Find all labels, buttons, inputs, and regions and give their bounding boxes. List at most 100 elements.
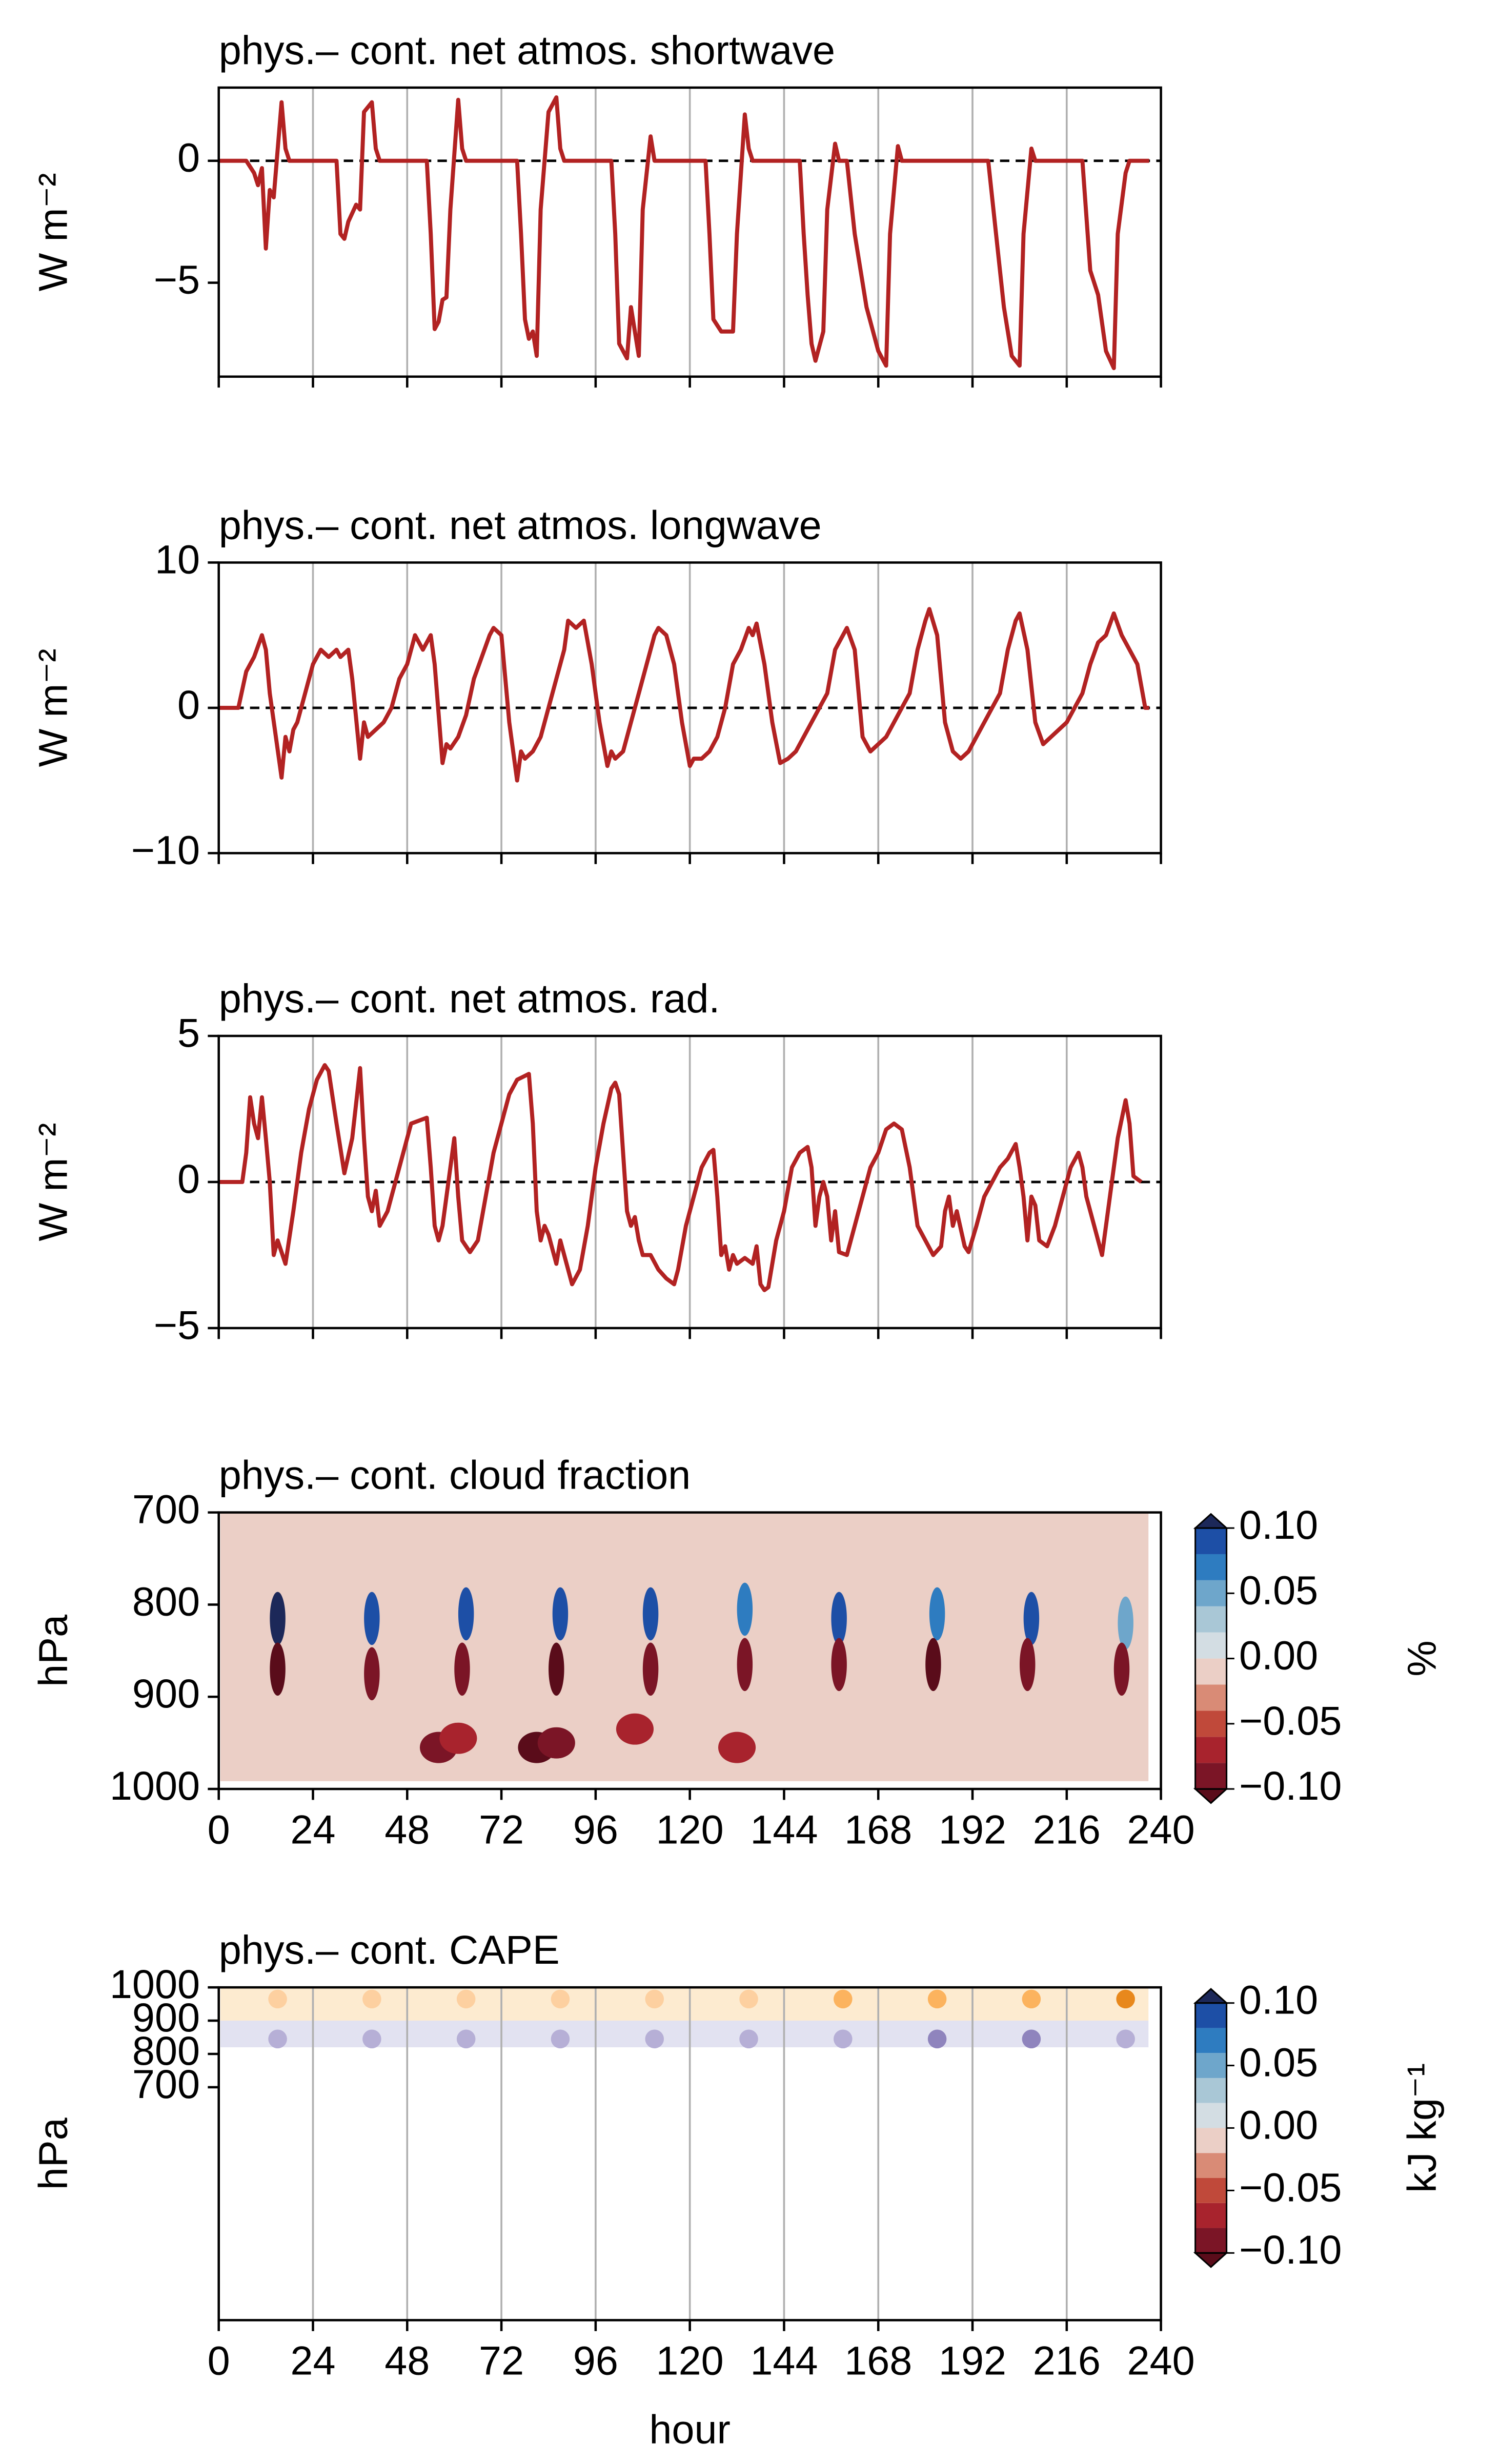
contour-blob xyxy=(549,1642,564,1696)
contour-band xyxy=(220,2021,1149,2048)
colorbar-segment xyxy=(1195,2078,1227,2103)
y-tick-label: 10 xyxy=(155,536,200,582)
panel: phys.– cont. net atmos. rad. W m⁻² −5 0 5 xyxy=(30,975,1162,1348)
x-tick-label: 48 xyxy=(384,1806,430,1852)
x-axis-label: hour xyxy=(649,2407,731,2452)
panel: phys.– cont. net atmos. shortwave W m⁻² −5… xyxy=(30,27,1162,388)
contour-blob xyxy=(362,1989,381,2009)
colorbar-tick-label: 0.00 xyxy=(1239,2102,1318,2147)
y-tick-label: 1000 xyxy=(110,1961,200,2007)
panel-title: phys.– cont. cloud fraction xyxy=(219,1452,691,1497)
colorbar-tick-label: 0.10 xyxy=(1239,1502,1318,1547)
x-tick-label: 240 xyxy=(1127,1806,1195,1852)
y-tick-label: 0 xyxy=(177,135,200,180)
contour-blob xyxy=(270,1592,286,1645)
colorbar-extend-over xyxy=(1193,1513,1229,1529)
x-tick-label: 216 xyxy=(1033,1806,1101,1852)
x-tick-label: 144 xyxy=(750,2338,818,2384)
contour-blob xyxy=(364,1647,380,1701)
y-tick-label: −5 xyxy=(154,1302,200,1348)
colorbar-segment xyxy=(1195,1606,1227,1633)
contour-blob xyxy=(929,1587,945,1641)
contour-band xyxy=(220,1987,1149,2021)
colorbar-segment xyxy=(1195,2103,1227,2128)
x-tick-label: 48 xyxy=(384,2338,430,2384)
colorbar-tick-label: −0.10 xyxy=(1239,1763,1342,1808)
y-axis-label: W m⁻² xyxy=(30,173,76,291)
contour-blob xyxy=(1019,1638,1036,1692)
contour-blob xyxy=(1113,1642,1130,1696)
x-tick-label: 240 xyxy=(1127,2338,1195,2384)
contour-blob xyxy=(739,1989,758,2009)
colorbar-segment xyxy=(1195,1554,1227,1580)
x-tick-label: 24 xyxy=(290,1806,335,1852)
colorbar-segment xyxy=(1195,2228,1227,2253)
contour-blob xyxy=(268,1989,287,2009)
panel: phys.– cont. CAPE hPa 0.10 0.05 0.00 −0.05 −0.… xyxy=(30,1927,1445,2452)
contour-blob xyxy=(737,1582,753,1636)
contour-blob xyxy=(551,2029,570,2049)
x-tick-label: 120 xyxy=(656,1806,724,1852)
contour-blob xyxy=(645,1989,664,2009)
colorbar-segment xyxy=(1195,2178,1227,2203)
contour-field xyxy=(220,1987,1149,2049)
colorbar-extend-under xyxy=(1193,2252,1229,2268)
colorbar-segment xyxy=(1195,2028,1227,2053)
contour-blob xyxy=(439,1722,477,1754)
contour-blob xyxy=(1118,1596,1133,1650)
contour-blob xyxy=(362,2029,381,2049)
panel-title: phys.– cont. net atmos. longwave xyxy=(219,502,822,547)
x-tick-label: 96 xyxy=(573,1806,618,1852)
y-tick-label: 900 xyxy=(132,1671,200,1716)
x-tick-label: 168 xyxy=(844,1806,912,1852)
colorbar-tick-label: −0.05 xyxy=(1239,1698,1342,1743)
contour-blob xyxy=(1116,1989,1135,2009)
colorbar-segment xyxy=(1195,2128,1227,2153)
contour-blob xyxy=(642,1642,659,1696)
y-tick-label: 800 xyxy=(132,2028,200,2073)
contour-blob xyxy=(831,1592,847,1645)
contour-blob xyxy=(551,1989,570,2009)
contour-blob xyxy=(642,1587,659,1641)
contour-blob xyxy=(458,1587,474,1641)
contour-blob xyxy=(831,1638,847,1692)
colorbar-tick-label: 0.05 xyxy=(1239,1567,1318,1613)
x-tick-label: 192 xyxy=(939,2338,1006,2384)
x-tick-label: 72 xyxy=(479,1806,524,1852)
colorbar-segment xyxy=(1195,1737,1227,1763)
panel-title: phys.– cont. CAPE xyxy=(219,1927,560,1972)
contour-blob xyxy=(454,1642,470,1696)
y-tick-label: 0 xyxy=(177,682,200,727)
contour-blob xyxy=(834,2029,853,2049)
contour-field xyxy=(220,1512,1149,1781)
colorbar-segment xyxy=(1195,1710,1227,1737)
contour-blob xyxy=(927,2029,947,2049)
y-tick-label: 0 xyxy=(177,1156,200,1202)
x-tick-label: 144 xyxy=(750,1806,818,1852)
colorbar-segment xyxy=(1195,2053,1227,2078)
contour-blob xyxy=(1022,1989,1041,2009)
x-tick-label: 96 xyxy=(573,2338,618,2384)
colorbar-segment xyxy=(1195,1632,1227,1659)
y-tick-label: 700 xyxy=(132,2061,200,2107)
colorbar-segment xyxy=(1195,1658,1227,1685)
colorbar-label: kJ kg⁻¹ xyxy=(1399,2063,1445,2193)
colorbar-label: % xyxy=(1399,1640,1445,1676)
y-tick-label: 800 xyxy=(132,1578,200,1624)
x-tick-label: 0 xyxy=(208,2338,230,2384)
contour-blob xyxy=(834,1989,853,2009)
colorbar-tick-label: −0.05 xyxy=(1239,2164,1342,2210)
colorbar-extend-under xyxy=(1193,1788,1229,1804)
contour-blob xyxy=(737,1638,753,1692)
x-tick-label: 24 xyxy=(290,2338,335,2384)
contour-blob xyxy=(927,1989,947,2009)
contour-blob xyxy=(270,1642,286,1696)
y-tick-label: 1000 xyxy=(110,1763,200,1808)
y-tick-label: −5 xyxy=(154,257,200,302)
line-series xyxy=(218,95,1149,371)
contour-blob xyxy=(925,1638,941,1692)
colorbar-tick-label: 0.05 xyxy=(1239,2040,1318,2085)
contour-blob xyxy=(1116,2029,1135,2049)
contour-blob xyxy=(364,1592,380,1645)
